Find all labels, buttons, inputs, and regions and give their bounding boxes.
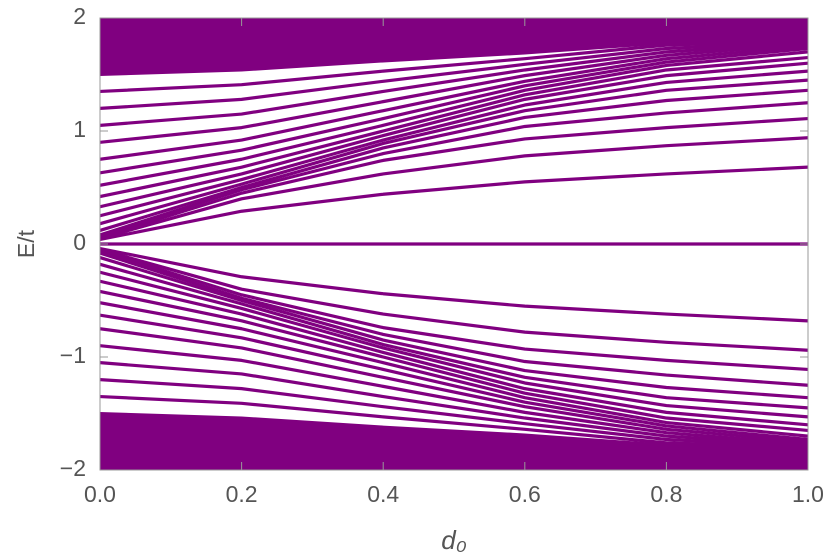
energy-line <box>100 301 808 438</box>
energy-line <box>100 39 808 94</box>
y-tick-label: −1 <box>60 342 86 368</box>
energy-line <box>100 327 808 444</box>
energy-line <box>100 55 808 199</box>
energy-line <box>100 40 808 110</box>
x-axis-label: d₀ <box>441 525 466 555</box>
y-tick-label: 0 <box>73 229 86 255</box>
energy-line <box>100 248 808 352</box>
energy-line <box>100 361 808 447</box>
energy-line <box>100 136 808 240</box>
energy-line <box>100 246 808 323</box>
energy-line <box>100 41 808 127</box>
energy-line <box>100 116 808 239</box>
energy-line <box>100 344 808 446</box>
energy-line <box>100 270 808 419</box>
energy-line <box>100 42 808 144</box>
energy-line <box>100 88 808 233</box>
x-tick-label: 0.0 <box>84 481 116 507</box>
energy-line <box>100 251 808 387</box>
energy-line <box>100 249 808 372</box>
x-tick-label: 0.6 <box>509 481 541 507</box>
energy-line <box>100 165 808 242</box>
energy-line <box>100 50 808 187</box>
x-tick-label: 0.8 <box>650 481 682 507</box>
x-tick-label: 0.4 <box>367 481 399 507</box>
dense-band <box>100 411 808 470</box>
energy-line <box>100 255 808 400</box>
energy-line <box>100 262 808 410</box>
energy-line <box>100 378 808 448</box>
energy-line <box>100 69 808 218</box>
energy-line <box>100 279 808 427</box>
dense-band <box>100 18 808 77</box>
energy-line <box>100 394 808 449</box>
energy-line <box>100 289 808 433</box>
energy-line <box>100 78 808 226</box>
energy-line <box>100 313 808 442</box>
y-tick-label: 2 <box>73 3 86 29</box>
y-axis-label: E/t <box>13 229 39 258</box>
y-tick-label: 1 <box>73 116 86 142</box>
energy-line <box>100 46 808 175</box>
plot-area <box>100 18 808 470</box>
x-tick-label: 0.2 <box>226 481 258 507</box>
y-tick-label: −2 <box>60 455 86 481</box>
energy-line <box>100 44 808 161</box>
x-tick-label: 1.0 <box>792 481 824 507</box>
energy-line <box>100 101 808 237</box>
energy-line <box>100 61 808 209</box>
